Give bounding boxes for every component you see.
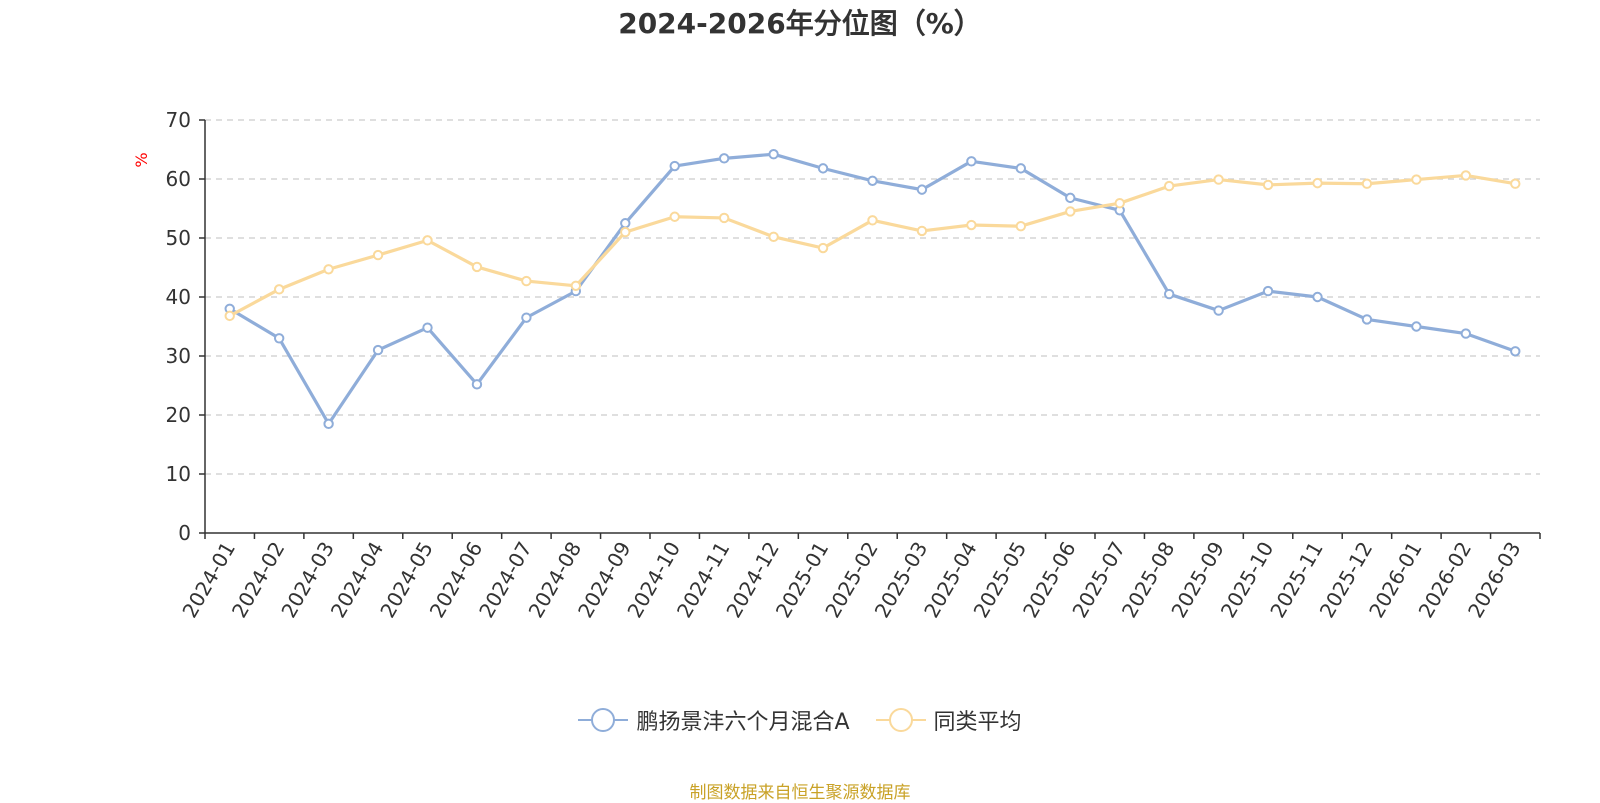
- data-point: [471, 261, 483, 273]
- data-point: [1312, 291, 1323, 303]
- y-tick-label: 50: [166, 226, 191, 250]
- data-point: [1510, 346, 1521, 357]
- y-tick-label: 40: [166, 285, 191, 309]
- data-point: [669, 160, 680, 172]
- data-point: [1510, 178, 1521, 189]
- data-point: [1163, 288, 1175, 300]
- data-point: [817, 242, 829, 254]
- series-line: [228, 173, 1516, 318]
- data-point: [1163, 180, 1175, 192]
- legend-line-circle-icon: [875, 708, 926, 732]
- data-point: [224, 310, 235, 322]
- legend-line-circle-icon: [578, 708, 629, 732]
- legend-item-series-a[interactable]: 鹏扬景沣六个月混合A: [578, 704, 850, 736]
- chart-title: 2024-2026年分位图（%）: [618, 7, 982, 40]
- y-tick-label: 30: [166, 344, 191, 368]
- data-point: [1411, 174, 1422, 185]
- data-point: [1015, 221, 1027, 232]
- series-layer: [224, 149, 1521, 430]
- series-line: [228, 152, 1516, 426]
- data-point: [1312, 177, 1323, 189]
- legend-item-series-b[interactable]: 同类平均: [875, 704, 1022, 736]
- data-point: [422, 322, 433, 333]
- data-point: [867, 215, 878, 226]
- data-point: [1262, 179, 1274, 191]
- data-point: [1411, 321, 1422, 332]
- y-tick-label: 70: [166, 108, 191, 132]
- data-point: [521, 275, 532, 287]
- legend-label-series-b: 同类平均: [933, 710, 1022, 735]
- data-point: [817, 163, 829, 174]
- data-point: [1015, 163, 1027, 174]
- data-point: [1460, 170, 1472, 181]
- y-tick-label: 0: [178, 521, 191, 545]
- data-point: [1065, 206, 1076, 217]
- data-point: [521, 312, 532, 323]
- data-point: [718, 212, 730, 224]
- data-point: [273, 284, 285, 295]
- data-point: [916, 225, 928, 237]
- data-point: [1213, 305, 1224, 316]
- data-point: [768, 149, 779, 160]
- data-point: [570, 280, 582, 291]
- data-point: [323, 264, 334, 275]
- legend-label-series-a: 鹏扬景沣六个月混合A: [636, 710, 850, 735]
- data-point: [1114, 197, 1125, 209]
- data-point: [718, 153, 730, 164]
- y-tick-label: 60: [166, 167, 191, 191]
- series-b: [224, 170, 1521, 322]
- data-point: [768, 231, 779, 243]
- y-tick-label: 20: [166, 403, 191, 427]
- data-point: [867, 175, 878, 186]
- data-source-note: 制图数据来自恒生聚源数据库: [689, 783, 911, 803]
- data-point: [669, 211, 680, 222]
- data-point: [1213, 174, 1224, 185]
- data-point: [323, 418, 334, 430]
- data-point: [372, 344, 384, 356]
- y-tick-label: 10: [166, 462, 191, 486]
- data-point: [620, 226, 631, 238]
- series-a: [224, 149, 1521, 430]
- data-point: [1460, 328, 1472, 339]
- axes: 0102030405060702024-012024-022024-032024…: [166, 108, 1541, 622]
- data-point: [1361, 314, 1373, 325]
- data-point: [372, 249, 384, 261]
- data-point: [1361, 178, 1373, 189]
- data-point: [273, 333, 285, 344]
- y-axis-unit-label: %: [132, 152, 151, 167]
- data-point: [916, 184, 928, 195]
- data-point: [966, 156, 977, 167]
- data-point: [471, 379, 483, 390]
- data-point: [620, 218, 631, 229]
- data-point: [422, 235, 433, 246]
- data-point: [1262, 285, 1274, 297]
- chart-legend: 鹏扬景沣六个月混合A 同类平均: [0, 704, 1600, 736]
- grid-lines: [205, 119, 1540, 475]
- data-point: [1065, 192, 1076, 204]
- data-point: [966, 219, 977, 231]
